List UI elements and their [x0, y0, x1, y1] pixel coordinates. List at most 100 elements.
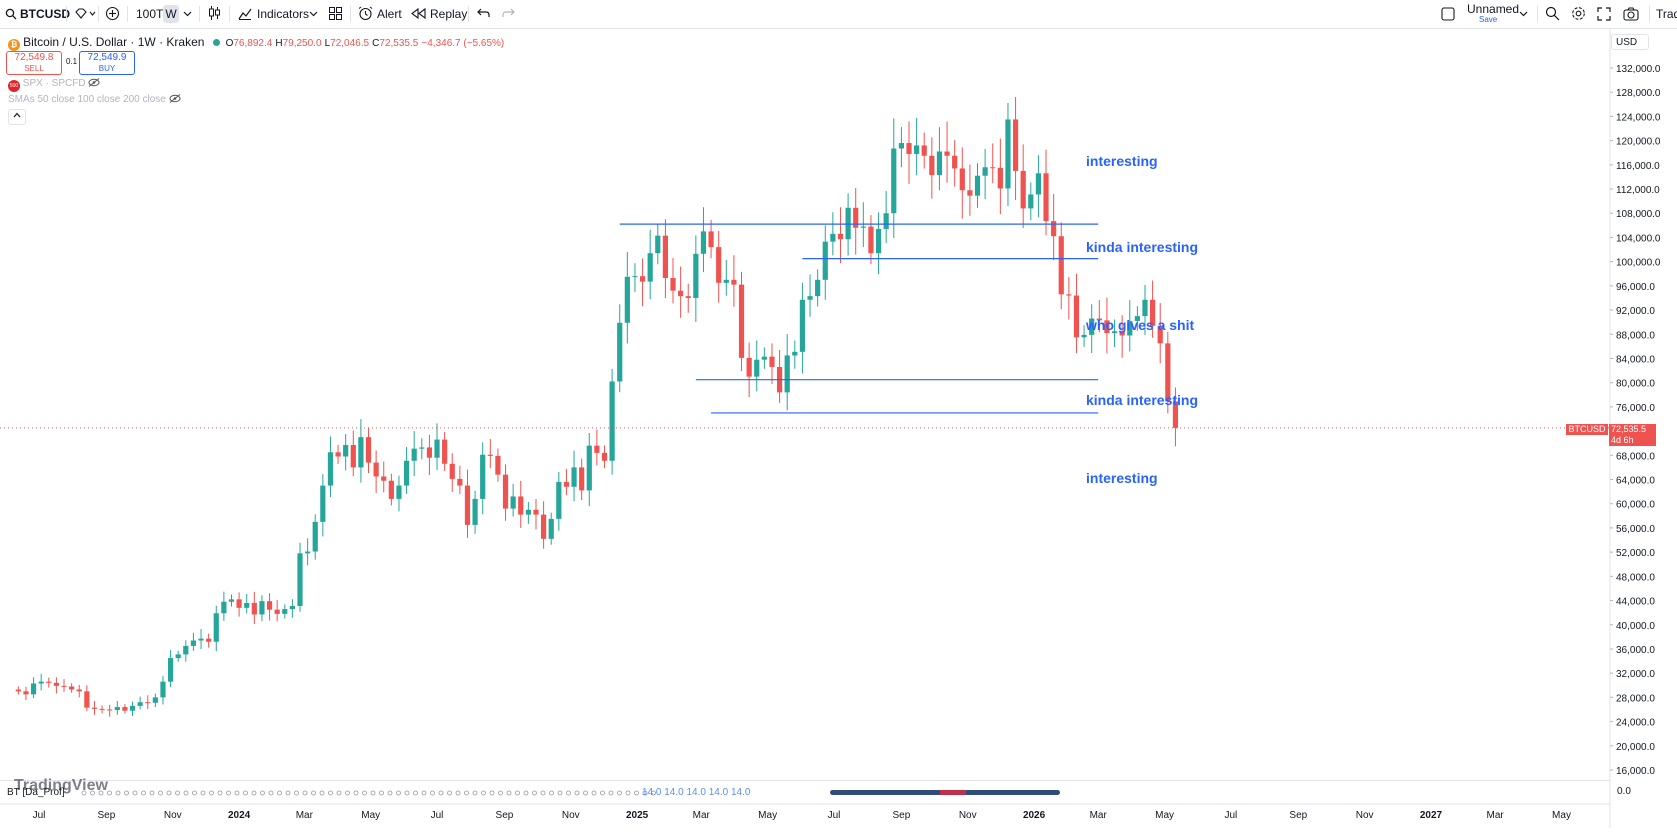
candle-body: [472, 498, 478, 525]
compare-symbol-icon[interactable]: [75, 0, 97, 28]
price-axis[interactable]: 132,000.0 128,000.0 124,000.0 120,000.0 116,…: [0, 29, 1661, 828]
candle-body: [480, 454, 486, 499]
indicator-dot: [115, 790, 121, 796]
indicators-button[interactable]: Indicators: [257, 7, 310, 21]
indicator-dot: [353, 790, 359, 796]
open-label: O: [225, 38, 234, 49]
interval-button[interactable]: W: [163, 5, 179, 23]
price-tick-label: 80,000.0: [1616, 379, 1655, 390]
layout-save-label[interactable]: Save: [1479, 15, 1498, 24]
indicator-dot: [566, 790, 571, 796]
time-tick-label: Sep: [496, 810, 514, 821]
price-tick-label: 68,000.0: [1616, 451, 1655, 462]
candle-body: [914, 145, 920, 154]
layout-chevron-down-icon[interactable]: [1519, 0, 1528, 28]
chart-annotation[interactable]: interesting: [1086, 469, 1158, 486]
alert-icon[interactable]: [358, 0, 373, 28]
replay-icon[interactable]: [411, 0, 426, 28]
price-tick-label: 52,000.0: [1616, 548, 1655, 559]
alert-button[interactable]: Alert: [377, 7, 402, 21]
candle-body: [1134, 316, 1140, 321]
legend-title-row: ₿ Bitcoin / U.S. Dollar · 1W · Kraken O7…: [8, 35, 504, 51]
chart-annotation[interactable]: kinda interesting: [1086, 238, 1199, 255]
undo-icon[interactable]: [477, 0, 490, 28]
symbol-name[interactable]: BTCUSD: [20, 7, 70, 21]
indicator-dot: [617, 790, 622, 796]
sma-indicator-row[interactable]: SMAs 50 close 100 close 200 close: [8, 94, 181, 105]
indicators-chevron-down-icon[interactable]: [309, 0, 318, 28]
tick-count[interactable]: 100T: [136, 7, 164, 21]
candle-body: [160, 681, 166, 698]
legend-title[interactable]: Bitcoin / U.S. Dollar · 1W · Kraken: [23, 35, 205, 49]
layout-name[interactable]: Unnamed: [1467, 2, 1520, 16]
candle-body: [426, 447, 433, 458]
candle-body: [53, 682, 59, 686]
eye-hidden-icon[interactable]: [169, 94, 181, 105]
time-tick-label: Mar: [296, 810, 314, 821]
candle-body: [1165, 343, 1171, 402]
indicators-icon[interactable]: [238, 0, 252, 28]
price-tick-label: 128,000.0: [1616, 88, 1661, 99]
chart-annotation[interactable]: interesting: [1086, 152, 1158, 169]
candle-body: [898, 143, 904, 149]
symbol-search-icon[interactable]: [5, 0, 17, 28]
eye-hidden-icon[interactable]: [88, 78, 100, 89]
candle-body: [1058, 236, 1064, 295]
time-axis[interactable]: Jul Sep Nov 2024 Mar May Jul Sep Nov 2025 Mar May Ju…: [0, 803, 1610, 821]
currency-selector[interactable]: USD: [1611, 34, 1649, 50]
candle-body: [731, 279, 737, 285]
candle-body: [183, 645, 189, 655]
layout-checkbox[interactable]: [1441, 0, 1455, 28]
price-tick-label: 84,000.0: [1616, 354, 1655, 365]
candle-body: [1104, 320, 1110, 334]
chart-annotation[interactable]: kinda interesting: [1086, 392, 1199, 409]
time-tick-label: Jul: [33, 810, 46, 821]
candles-icon[interactable]: [208, 0, 221, 28]
candle-body: [1020, 170, 1026, 209]
replay-button[interactable]: Replay: [430, 7, 468, 21]
redo-icon[interactable]: [502, 0, 515, 28]
candle-body: [213, 613, 219, 642]
indicator-dot: [175, 790, 180, 796]
chart-annotation[interactable]: who gives a shit: [1086, 317, 1195, 334]
indicator-dot: [98, 790, 104, 796]
trade-button[interactable]: Trad: [1656, 7, 1677, 21]
candle-body: [853, 207, 859, 228]
candle-body: [716, 247, 722, 283]
indicator-dot: [583, 790, 588, 796]
indicator-dot: [549, 790, 554, 796]
indicator-dot: [515, 790, 520, 796]
candle-body: [982, 167, 988, 176]
sell-button[interactable]: 72,549.8 SELL: [6, 51, 62, 75]
candle-body: [556, 481, 562, 519]
indicator-label[interactable]: BT [Da_Prof]: [7, 787, 65, 798]
add-symbol-icon[interactable]: [105, 0, 120, 28]
close-value: 72,535.5: [379, 38, 419, 49]
indicator-dot: [362, 790, 367, 796]
chevron-up-icon: [13, 112, 21, 118]
time-tick-label: Sep: [98, 810, 116, 821]
indicator-dot: [608, 790, 614, 796]
price-chart[interactable]: 132,000.0 128,000.0 124,000.0 120,000.0 116,…: [0, 29, 1677, 828]
candle-body: [282, 609, 288, 614]
spx-overlay-row[interactable]: 500 SPX · SPCFD: [8, 78, 100, 92]
collapse-legend-button[interactable]: [8, 109, 26, 125]
camera-icon[interactable]: [1623, 0, 1639, 28]
templates-icon[interactable]: [329, 0, 342, 28]
fullscreen-icon[interactable]: [1597, 0, 1611, 28]
buy-button[interactable]: 72,549.9 BUY: [79, 51, 135, 75]
candle-body: [1043, 173, 1049, 222]
chart-area[interactable]: 132,000.0 128,000.0 124,000.0 120,000.0 116,…: [0, 29, 1677, 828]
candle-body: [510, 496, 516, 509]
candle-body: [655, 235, 661, 254]
candle-body: [799, 299, 806, 352]
price-tick-label: 104,000.0: [1616, 233, 1661, 244]
candles: [15, 97, 1179, 717]
quick-search-icon[interactable]: [1545, 0, 1560, 28]
interval-chevron-down-icon[interactable]: [183, 0, 192, 28]
candle-body: [1142, 299, 1148, 317]
candle-body: [738, 284, 745, 358]
indicator-pane[interactable]: BT [Da_Prof] 14.0 14.0 14.0 14.0 14.0 Tr…: [0, 777, 1610, 805]
settings-gear-icon[interactable]: [1571, 0, 1586, 28]
candle-body: [69, 686, 75, 690]
